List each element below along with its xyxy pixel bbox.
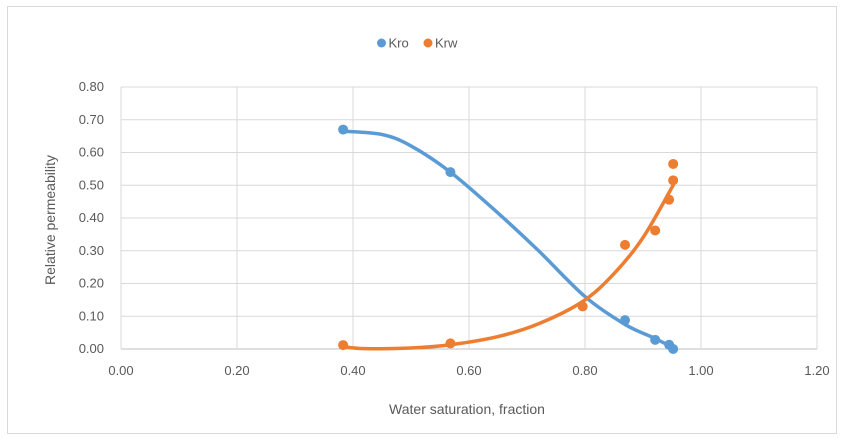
- krw-data-point: [650, 225, 661, 236]
- chart-frame: [7, 6, 837, 434]
- krw-data-point: [445, 338, 456, 349]
- krw-data-point: [338, 340, 349, 351]
- y-tick-label: 0.10: [79, 308, 104, 323]
- krw-data-point: [620, 239, 631, 250]
- x-tick-label: 0.40: [340, 363, 365, 378]
- kro-trendline: [341, 129, 675, 350]
- kro-legend-marker: [377, 38, 386, 48]
- kro-data-point: [668, 344, 679, 354]
- krw-data-point: [577, 301, 588, 312]
- krw-data-point: [664, 194, 675, 205]
- x-tick-label: 1.00: [688, 363, 713, 378]
- x-axis-title: Water saturation, fraction: [389, 401, 545, 417]
- y-tick-label: 0.60: [79, 145, 104, 160]
- y-tick-label: 0.70: [79, 112, 104, 127]
- kro-data-point: [338, 124, 349, 135]
- y-tick-label: 0.20: [79, 276, 104, 291]
- x-tick-label: 0.80: [572, 363, 597, 378]
- x-tick-label: 0.20: [224, 363, 249, 378]
- krw-legend-label: Krw: [435, 36, 458, 51]
- y-tick-label: 0.30: [79, 243, 104, 258]
- krw-trendline: [341, 183, 675, 351]
- krw-data-point: [668, 158, 679, 169]
- y-tick-label: 0.50: [79, 177, 104, 192]
- kro-data-point: [620, 315, 631, 326]
- y-axis-title: Relative permeability: [42, 155, 58, 285]
- kro-data-point: [650, 334, 661, 345]
- kro-legend-label: Kro: [389, 36, 409, 51]
- kro-data-point: [445, 167, 456, 178]
- y-tick-label: 0.40: [79, 210, 104, 225]
- y-tick-label: 0.80: [79, 79, 104, 94]
- krw-data-point: [668, 175, 679, 186]
- x-tick-label: 0.00: [108, 363, 133, 378]
- x-tick-label: 0.60: [456, 363, 481, 378]
- y-tick-label: 0.00: [79, 341, 104, 356]
- krw-legend-marker: [423, 38, 433, 48]
- x-tick-label: 1.20: [804, 363, 829, 378]
